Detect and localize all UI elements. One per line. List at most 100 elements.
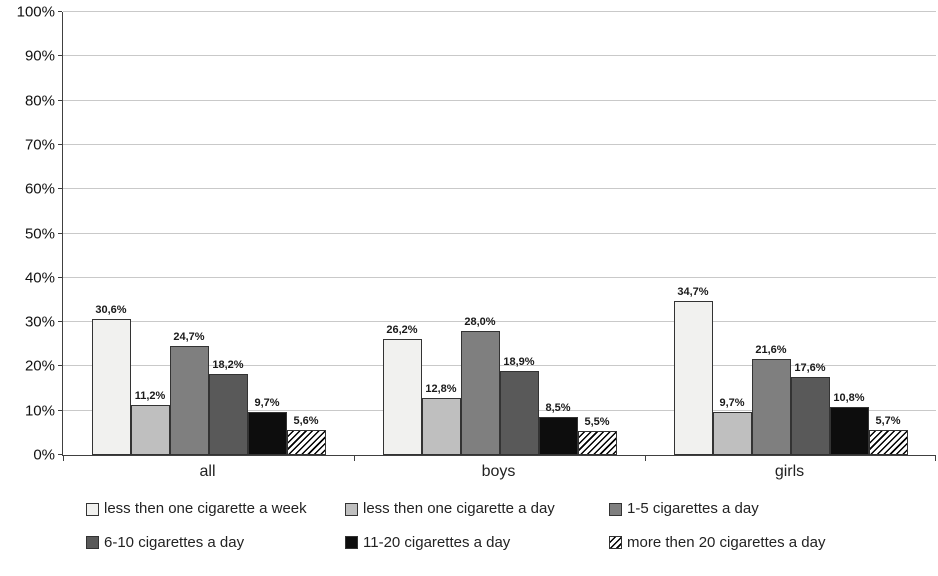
y-axis-tick [58, 232, 62, 234]
y-tick-label: 30% [24, 313, 55, 331]
bar-boys-series1 [421, 398, 461, 455]
x-category-label-all: all [199, 463, 216, 480]
gridline [63, 365, 936, 367]
y-axis-tick [58, 321, 62, 323]
bar-group-girls: 34,7% 9,7% 21,6% 17,6% 10,8% 5,7% [645, 12, 936, 455]
y-axis-tick [58, 55, 62, 57]
bar-all-series2 [169, 345, 209, 455]
legend: less then one cigarette a week less then … [86, 500, 826, 552]
bar-all-series0 [91, 319, 131, 455]
plot-area: 30,6% 11,2% 24,7% 18,2% 9,7% 5,6% 26,2% 12,8% 28… [58, 11, 936, 461]
y-tick-label: 20% [24, 357, 55, 375]
bar-slot: 11,2% [130, 12, 170, 455]
gridline [63, 99, 936, 101]
legend-label: 1-5 cigarettes a day [627, 500, 759, 517]
legend-item-0: less then one cigarette a week [86, 500, 345, 518]
legend-swatch-icon [345, 536, 358, 550]
y-tick-label: 0% [33, 446, 55, 464]
legend-swatch-icon [86, 536, 99, 550]
legend-item-3: 6-10 cigarettes a day [86, 533, 345, 552]
bar-value-label: 24,7% [173, 330, 205, 343]
bar-value-label: 8,5% [545, 402, 571, 415]
gridline [63, 188, 936, 190]
x-axis-tick [644, 456, 646, 461]
x-axis-tick [353, 456, 355, 461]
bar-all-series1 [130, 405, 170, 455]
y-axis-tick [58, 454, 62, 455]
gridline [63, 11, 936, 12]
y-axis: 0% 10% 20% 30% 40% 50% 60% 70% 80% 90% 100% [0, 5, 55, 463]
bar-girls-series2 [751, 359, 791, 455]
bar-value-label: 18,2% [212, 359, 244, 372]
bar-girls-series5 [868, 429, 908, 455]
bar-slot: 5,6% [286, 12, 326, 455]
bar-value-label: 17,6% [794, 362, 826, 375]
x-axis-category-labels: all boys girls [62, 463, 935, 481]
bar-slot: 9,7% [712, 12, 752, 455]
y-tick-label: 100% [16, 3, 55, 21]
legend-swatch-icon [609, 536, 622, 550]
bar-girls-series3 [790, 377, 830, 455]
bar-boys-series3 [499, 371, 539, 455]
bar-slot: 9,7% [247, 12, 287, 455]
bar-group-all: 30,6% 11,2% 24,7% 18,2% 9,7% 5,6% [63, 12, 354, 455]
bar-value-label: 18,9% [503, 356, 535, 369]
y-tick-label: 50% [24, 225, 55, 242]
bar-slot: 8,5% [538, 12, 578, 455]
bar-value-label: 30,6% [95, 304, 127, 317]
bar-group-boys: 26,2% 12,8% 28,0% 18,9% 8,5% 5,5% [354, 12, 645, 455]
gridline [63, 276, 936, 278]
legend-item-1: less then one cigarette a day [345, 500, 609, 518]
bar-value-label: 5,5% [584, 415, 610, 428]
bar-slot: 34,7% [673, 12, 713, 455]
gridline [63, 232, 936, 234]
y-axis-tick [58, 409, 62, 411]
bar-slot: 5,7% [868, 12, 908, 455]
bar-slot: 28,0% [460, 12, 500, 455]
bar-slot: 24,7% [169, 12, 209, 455]
x-axis-tick [63, 456, 64, 461]
x-category-label-boys: boys [481, 463, 516, 480]
legend-label: 6-10 cigarettes a day [104, 533, 245, 551]
bar-all-series4 [247, 412, 287, 455]
bar-value-label: 10,8% [833, 392, 865, 405]
bar-value-label: 5,6% [293, 415, 319, 428]
bar-value-label: 9,7% [254, 397, 280, 410]
y-axis-tick [58, 188, 62, 190]
bar-slot: 30,6% [91, 12, 131, 455]
legend-item-5: more then 20 cigarettes a day [609, 533, 826, 552]
legend-label: 11-20 cigarettes a day [363, 533, 511, 551]
y-tick-label: 80% [24, 92, 55, 110]
y-axis-tick [58, 276, 62, 278]
y-axis-tick [58, 11, 62, 12]
bar-all-series3 [208, 374, 248, 455]
y-tick-label: 90% [24, 47, 55, 65]
bar-value-label: 5,7% [875, 414, 901, 427]
bar-girls-series0 [673, 301, 713, 455]
bar-slot: 12,8% [421, 12, 461, 455]
bar-value-label: 28,0% [464, 315, 496, 328]
bar-girls-series1 [712, 412, 752, 455]
y-axis-tick [58, 99, 62, 101]
legend-swatch-icon [345, 502, 358, 516]
bar-boys-series4 [538, 417, 578, 455]
gridline [63, 143, 936, 145]
bar-all-series5 [286, 430, 326, 455]
y-axis-tick [58, 143, 62, 145]
legend-label: more then 20 cigarettes a day [627, 533, 826, 551]
bar-slot: 21,6% [751, 12, 791, 455]
bar-girls-series4 [829, 407, 869, 455]
bar-value-label: 11,2% [134, 390, 166, 403]
y-tick-label: 40% [24, 269, 55, 287]
legend-swatch-icon [609, 502, 622, 516]
bar-boys-series0 [382, 338, 422, 455]
bar-slot: 5,5% [577, 12, 617, 455]
bar-value-label: 21,6% [755, 344, 787, 357]
bar-slot: 10,8% [829, 12, 869, 455]
x-axis-tick [935, 456, 936, 461]
legend-label: less then one cigarette a day [363, 500, 555, 517]
bar-value-label: 34,7% [677, 286, 709, 299]
gridline [63, 55, 936, 57]
bar-value-label: 12,8% [425, 383, 457, 396]
